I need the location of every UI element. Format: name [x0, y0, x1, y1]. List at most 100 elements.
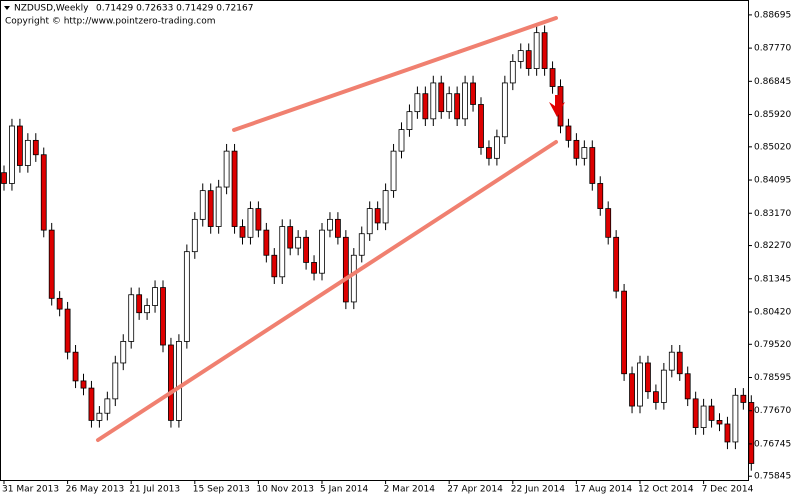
candle-body — [708, 405, 715, 421]
candle-body — [104, 398, 111, 414]
candle-body — [478, 104, 484, 148]
candle-body — [740, 394, 747, 403]
candle-body — [493, 136, 500, 159]
candle-body — [414, 93, 421, 113]
candle-body — [144, 305, 151, 314]
candle-body — [454, 93, 461, 120]
y-tick-label: 0.75845 — [754, 472, 791, 482]
candle-body — [446, 93, 453, 113]
lower-trendline — [96, 140, 558, 442]
y-tick-label: 0.84095 — [754, 176, 791, 186]
candles — [1, 25, 755, 471]
candle-body — [549, 68, 556, 87]
candle-body — [1, 172, 7, 184]
candle-body — [350, 254, 357, 303]
candle-body — [573, 139, 580, 159]
y-tick-label: 0.80420 — [754, 307, 791, 317]
candle-body — [565, 125, 572, 141]
candle-body — [223, 150, 230, 188]
candle-body — [255, 208, 262, 231]
x-tick-label: 17 Aug 2014 — [574, 485, 632, 495]
candle-body — [152, 287, 158, 306]
candle-body — [462, 82, 469, 120]
candle-body — [199, 190, 206, 220]
candle-body — [525, 50, 532, 69]
candle-body — [72, 351, 79, 382]
y-tick-label: 0.85020 — [754, 142, 791, 152]
candle-body — [9, 125, 15, 184]
candle-body — [24, 139, 31, 166]
x-tick-label: 26 May 2013 — [66, 485, 125, 495]
candle-body — [295, 236, 302, 249]
candle-body — [64, 308, 71, 353]
candle-body — [517, 50, 524, 62]
candle-body — [653, 391, 659, 403]
candle-body — [279, 226, 286, 278]
y-tick-label: 0.83170 — [754, 209, 791, 219]
plot-frame — [0, 0, 749, 481]
candle-body — [700, 405, 707, 428]
candle-body — [96, 412, 103, 421]
candle-body — [303, 236, 310, 263]
candle-body — [80, 380, 87, 389]
candle-body — [716, 420, 723, 425]
candle-body — [366, 208, 373, 235]
x-tick-label: 31 Mar 2013 — [2, 485, 59, 495]
candle-body — [581, 147, 588, 159]
x-tick-label: 10 Nov 2013 — [256, 485, 314, 495]
candle-body — [88, 387, 95, 421]
x-tick-label: 7 Dec 2014 — [702, 485, 754, 495]
x-tick-label: 12 Oct 2014 — [638, 485, 694, 495]
candle-body — [533, 32, 540, 69]
candle-body — [271, 254, 278, 278]
candle-body — [430, 82, 437, 120]
candle-body — [311, 262, 317, 274]
x-tick-label: 22 Jun 2014 — [511, 485, 565, 495]
x-tick-label: 15 Sep 2013 — [193, 485, 250, 495]
candle-body — [112, 362, 119, 400]
candle-body — [239, 226, 246, 238]
arrow — [549, 95, 565, 117]
candle-body — [358, 233, 365, 256]
candle-body — [470, 82, 476, 105]
candle-body — [724, 423, 731, 443]
candle-body — [334, 218, 341, 238]
candle-body — [589, 147, 596, 184]
candle-body — [390, 150, 397, 192]
x-tick-label: 21 Jul 2013 — [129, 485, 180, 495]
upper-trendline — [232, 16, 558, 132]
candle-body — [191, 218, 198, 253]
candle-body — [613, 236, 620, 292]
candle-body — [327, 218, 333, 231]
candle-body — [660, 369, 667, 403]
y-tick-label: 0.81345 — [754, 274, 791, 284]
candle-body — [136, 294, 143, 314]
candle-body — [684, 373, 691, 400]
candle-body — [486, 147, 492, 159]
candle-body — [668, 351, 675, 371]
y-tick-label: 0.86845 — [754, 77, 791, 87]
candle-body — [40, 154, 47, 231]
candle-body — [247, 208, 254, 238]
candle-body — [319, 229, 325, 274]
candle-body — [175, 341, 182, 421]
x-tick-label: 2 Mar 2014 — [384, 485, 436, 495]
candle-body — [629, 373, 635, 407]
candle-body — [692, 398, 699, 428]
y-tick-label: 0.76745 — [754, 439, 791, 449]
candle-body — [56, 297, 63, 310]
candle-body — [16, 125, 23, 166]
candle-body — [168, 344, 174, 421]
candle-body — [605, 208, 612, 238]
x-tick-label: 5 Jan 2014 — [320, 485, 368, 495]
y-tick-label: 0.78595 — [754, 373, 791, 383]
candle-body — [287, 226, 294, 249]
candle-body — [207, 190, 214, 227]
candle-body — [645, 362, 651, 393]
y-tick-label: 0.87770 — [754, 44, 791, 54]
candle-body — [637, 362, 643, 407]
candle-body — [398, 129, 405, 152]
candle-body — [183, 251, 190, 342]
